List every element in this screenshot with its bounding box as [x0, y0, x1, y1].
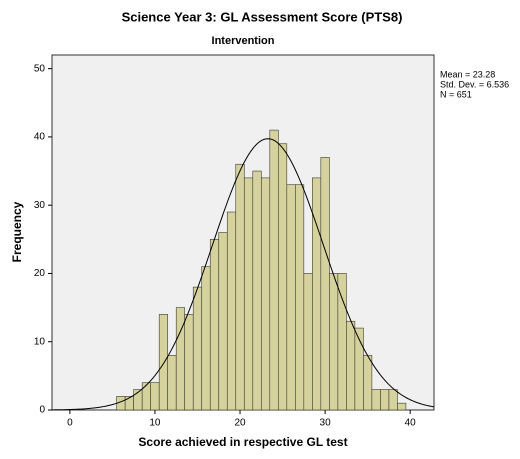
- x-tick-label: 40: [405, 418, 417, 429]
- bar: [175, 307, 186, 411]
- bar: [312, 177, 322, 411]
- bar: [218, 232, 228, 411]
- x-tick-label: 0: [67, 418, 73, 429]
- x-tick-label: 30: [320, 418, 332, 429]
- bar: [184, 314, 194, 411]
- bar: [235, 163, 245, 411]
- chart-subtitle: Intervention: [212, 35, 275, 47]
- bar: [397, 402, 407, 411]
- bar: [167, 355, 177, 411]
- bar: [209, 239, 220, 411]
- bar: [346, 320, 356, 411]
- bar: [320, 157, 330, 411]
- bar: [278, 143, 288, 411]
- x-tick-label: 20: [234, 418, 246, 429]
- y-tick-label: 0: [39, 405, 45, 416]
- chart-title: Science Year 3: GL Assessment Score (PTS…: [122, 9, 403, 24]
- y-tick-label: 20: [34, 268, 46, 279]
- bar: [371, 389, 381, 411]
- bar: [201, 266, 211, 411]
- bar: [252, 170, 262, 411]
- bar: [269, 129, 279, 411]
- bar: [303, 273, 313, 411]
- bar: [380, 389, 390, 411]
- bar: [150, 382, 160, 411]
- bar: [141, 382, 151, 411]
- bar: [363, 355, 373, 411]
- x-axis-label: Score achieved in respective GL test: [138, 435, 347, 449]
- normal-curve: [51, 138, 435, 411]
- y-tick-label: 30: [34, 200, 46, 211]
- stats-label: Std. Dev. = 6.536: [440, 79, 509, 89]
- x-tick-label: 10: [149, 418, 161, 429]
- bar: [388, 389, 398, 411]
- bar: [286, 184, 296, 411]
- bar: [329, 273, 339, 411]
- y-tick-label: 50: [34, 63, 46, 74]
- y-tick-label: 40: [34, 132, 46, 143]
- stats-label: Mean = 23.28: [440, 69, 495, 79]
- y-tick-label: 10: [34, 336, 46, 347]
- bar: [192, 286, 203, 411]
- stats-label: N = 651: [440, 89, 472, 99]
- y-axis-label: Frequency: [10, 201, 24, 262]
- bar: [243, 177, 254, 411]
- bar: [226, 211, 237, 411]
- bar: [124, 396, 134, 411]
- bar: [158, 314, 169, 411]
- bar: [337, 273, 347, 411]
- bar: [295, 184, 305, 411]
- bar: [260, 177, 271, 411]
